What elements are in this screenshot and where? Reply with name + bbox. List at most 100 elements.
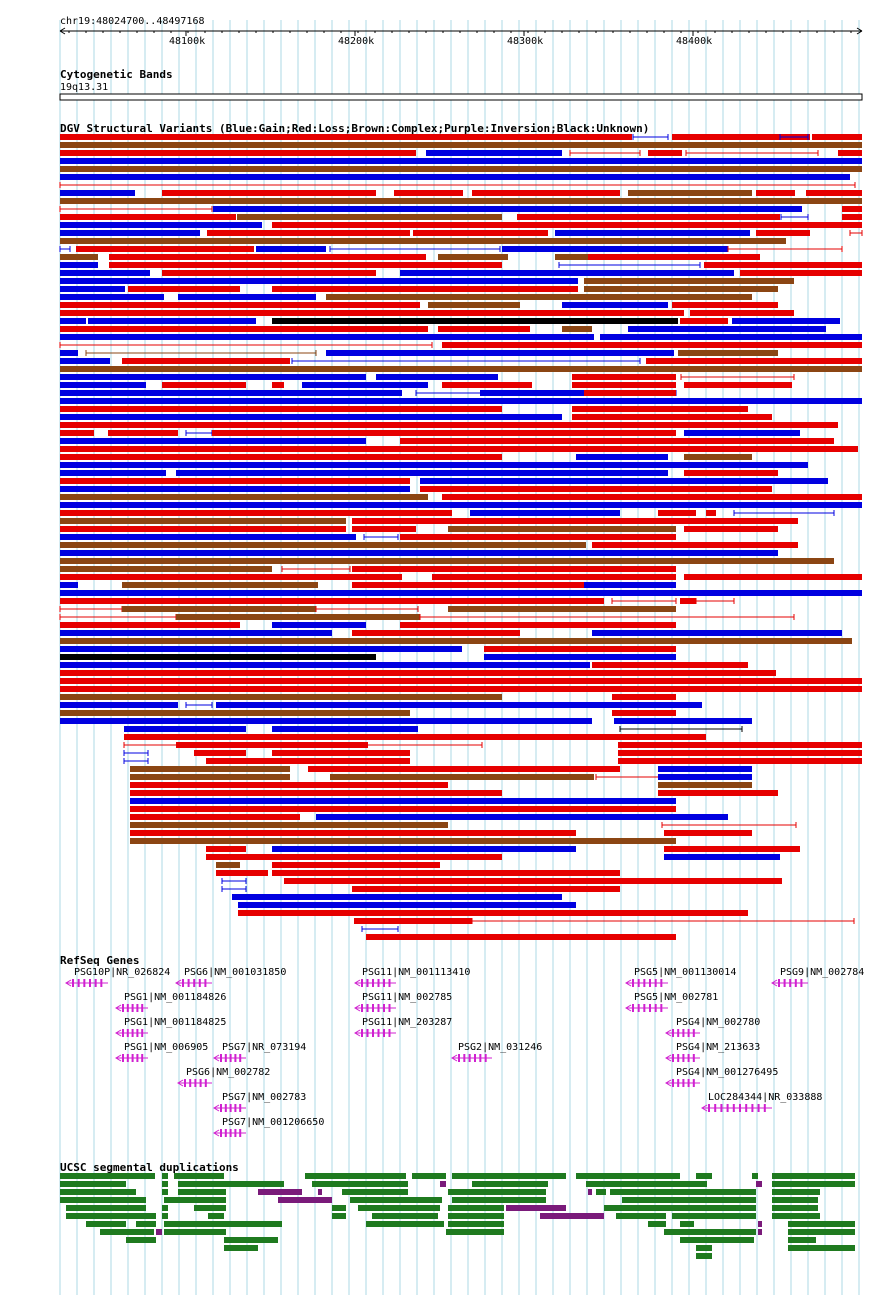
gain-variant[interactable] [88, 318, 256, 324]
loss-variant[interactable] [60, 598, 604, 604]
gain-variant[interactable] [256, 246, 326, 252]
loss-variant[interactable] [272, 382, 284, 388]
segmental-duplication[interactable] [126, 1237, 156, 1243]
complex-variant[interactable] [438, 254, 508, 260]
gene-label[interactable]: PSG7|NR_073194 [222, 1042, 306, 1053]
loss-variant[interactable] [484, 646, 676, 652]
segmental-duplication[interactable] [610, 1189, 756, 1195]
segmental-duplication[interactable] [312, 1181, 408, 1187]
loss-variant[interactable] [680, 598, 696, 604]
loss-variant[interactable] [238, 910, 748, 916]
complex-variant[interactable] [60, 198, 862, 204]
gain-variant[interactable] [60, 318, 86, 324]
segmental-duplication[interactable] [162, 1213, 168, 1219]
complex-variant[interactable] [60, 142, 862, 148]
gain-variant[interactable] [60, 390, 402, 396]
segmental-duplication[interactable] [772, 1197, 818, 1203]
segmental-duplication[interactable] [162, 1189, 168, 1195]
loss-variant[interactable] [646, 358, 862, 364]
gain-variant[interactable] [376, 374, 498, 380]
gain-variant[interactable] [176, 470, 668, 476]
loss-variant[interactable] [704, 262, 862, 268]
segmental-duplication[interactable] [576, 1173, 680, 1179]
gene-label[interactable]: PSG4|NM_001276495 [676, 1067, 778, 1078]
segmental-duplication[interactable] [156, 1229, 162, 1235]
gain-variant[interactable] [60, 486, 410, 492]
loss-variant[interactable] [684, 526, 778, 532]
gain-variant[interactable] [60, 294, 164, 300]
complex-variant[interactable] [60, 710, 410, 716]
loss-variant[interactable] [517, 214, 780, 220]
loss-variant[interactable] [216, 870, 268, 876]
gain-variant[interactable] [60, 270, 150, 276]
loss-variant[interactable] [207, 230, 410, 236]
complex-variant[interactable] [130, 774, 290, 780]
loss-variant[interactable] [60, 406, 502, 412]
complex-variant[interactable] [60, 238, 786, 244]
loss-variant[interactable] [588, 254, 760, 260]
complex-variant[interactable] [628, 190, 752, 196]
segmental-duplication[interactable] [332, 1205, 346, 1211]
loss-variant[interactable] [618, 742, 862, 748]
segmental-duplication[interactable] [66, 1213, 156, 1219]
complex-variant[interactable] [555, 254, 588, 260]
loss-variant[interactable] [756, 230, 810, 236]
gain-variant[interactable] [216, 702, 702, 708]
loss-variant[interactable] [308, 766, 620, 772]
segmental-duplication[interactable] [448, 1189, 546, 1195]
gain-variant[interactable] [60, 358, 110, 364]
loss-variant[interactable] [108, 430, 178, 436]
loss-variant[interactable] [60, 510, 452, 516]
segmental-duplication[interactable] [772, 1181, 855, 1187]
gain-variant[interactable] [60, 262, 98, 268]
loss-variant[interactable] [60, 478, 410, 484]
gain-variant[interactable] [60, 374, 366, 380]
complex-variant[interactable] [130, 822, 448, 828]
gain-variant[interactable] [628, 326, 826, 332]
segmental-duplication[interactable] [60, 1173, 155, 1179]
loss-variant[interactable] [664, 830, 752, 836]
gain-variant[interactable] [60, 438, 366, 444]
gain-variant[interactable] [60, 702, 178, 708]
segmental-duplication[interactable] [100, 1229, 154, 1235]
gain-variant[interactable] [60, 550, 778, 556]
complex-variant[interactable] [658, 782, 752, 788]
segmental-duplication[interactable] [452, 1197, 546, 1203]
loss-variant[interactable] [60, 134, 632, 140]
loss-variant[interactable] [109, 254, 426, 260]
gain-variant[interactable] [60, 534, 356, 540]
gain-variant[interactable] [124, 726, 246, 732]
loss-variant[interactable] [842, 214, 862, 220]
loss-variant[interactable] [352, 518, 798, 524]
segmental-duplication[interactable] [758, 1229, 762, 1235]
segmental-duplication[interactable] [448, 1213, 504, 1219]
gene-label[interactable]: PSG11|NM_002785 [362, 992, 452, 1003]
loss-variant[interactable] [684, 470, 778, 476]
complex-variant[interactable] [176, 614, 420, 620]
segmental-duplication[interactable] [136, 1221, 156, 1227]
segmental-duplication[interactable] [596, 1189, 606, 1195]
complex-variant[interactable] [60, 366, 862, 372]
loss-variant[interactable] [60, 150, 416, 156]
gain-variant[interactable] [584, 582, 676, 588]
complex-variant[interactable] [122, 606, 316, 612]
gene-label[interactable]: PSG4|NM_213633 [676, 1042, 760, 1053]
loss-variant[interactable] [648, 150, 682, 156]
gain-variant[interactable] [480, 390, 584, 396]
gene-label[interactable]: PSG5|NM_001130014 [634, 967, 736, 978]
segmental-duplication[interactable] [448, 1205, 504, 1211]
segmental-duplication[interactable] [178, 1189, 226, 1195]
complex-variant[interactable] [584, 278, 794, 284]
gain-variant[interactable] [178, 294, 316, 300]
segmental-duplication[interactable] [318, 1189, 322, 1195]
loss-variant[interactable] [272, 862, 440, 868]
segmental-duplication[interactable] [440, 1181, 446, 1187]
complex-variant[interactable] [60, 166, 862, 172]
gain-variant[interactable] [658, 774, 752, 780]
loss-variant[interactable] [413, 230, 548, 236]
gene-label[interactable]: PSG1|NM_001184826 [124, 992, 226, 1003]
unknown-variant[interactable] [60, 654, 376, 660]
gene-label[interactable]: PSG9|NM_002784 [780, 967, 864, 978]
gain-variant[interactable] [60, 382, 146, 388]
segmental-duplication[interactable] [164, 1229, 226, 1235]
